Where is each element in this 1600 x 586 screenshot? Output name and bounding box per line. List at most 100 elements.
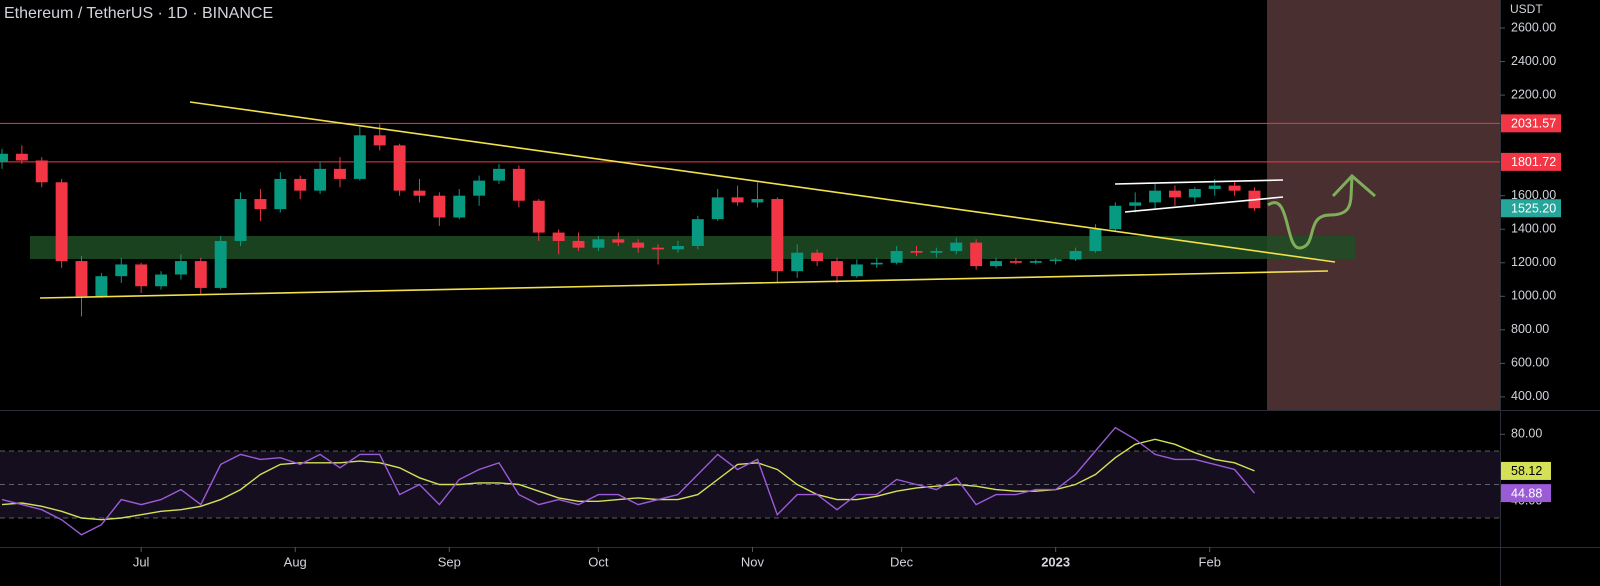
candle-body (174, 261, 187, 275)
candle-body (393, 145, 406, 191)
candle-body (1149, 190, 1162, 203)
candle-body (572, 240, 585, 248)
projection-arrowhead (1331, 173, 1376, 198)
candle-body (512, 168, 525, 201)
candle-body (970, 242, 983, 267)
candle-body (433, 195, 446, 218)
candle-body (473, 180, 486, 196)
x-tick-label: Jul (133, 554, 150, 569)
future-zone (1267, 0, 1500, 410)
x-tick-label: Feb (1199, 554, 1221, 569)
candle-body (1109, 205, 1122, 230)
candle-body (1029, 261, 1042, 263)
candle-body (75, 261, 88, 297)
channel-line (1114, 179, 1284, 185)
candle-body (55, 182, 68, 262)
candle-body (493, 168, 505, 181)
candle-body (791, 252, 804, 272)
candle-body (294, 178, 307, 191)
x-tick-label: Sep (438, 554, 461, 569)
candle-body (850, 264, 863, 277)
candle-body (214, 240, 227, 288)
y-tick-label: 1200.00 (1511, 255, 1556, 269)
candle-body (234, 199, 247, 241)
candle-body (1168, 190, 1181, 198)
x-tick-label: Nov (741, 554, 765, 569)
channel-line (1124, 196, 1284, 213)
trend-line (39, 270, 1329, 299)
y-tick-label: 1000.00 (1511, 289, 1556, 303)
chart-title: Ethereum / TetherUS · 1D · BINANCE (4, 5, 273, 22)
candle-body (95, 276, 108, 297)
y-tick-label: 80.00 (1511, 427, 1542, 441)
x-tick-label: Dec (890, 554, 914, 569)
candle-body (612, 239, 625, 243)
candle-body (592, 239, 605, 248)
rsi-line (1, 438, 1255, 521)
candle-body (155, 274, 167, 287)
y-tick-label: 2200.00 (1511, 87, 1556, 101)
trend-line (189, 101, 1336, 263)
candle-body (1228, 185, 1241, 191)
candle-body (691, 219, 704, 246)
y-tick-label: 1400.00 (1511, 222, 1556, 236)
candle-body (453, 195, 466, 218)
rsi-label-box (1501, 461, 1551, 480)
candle-body (333, 168, 346, 179)
candle-body (353, 135, 366, 179)
last-price-label: 1525.20 (1511, 202, 1556, 216)
y-tick-label: 2600.00 (1511, 20, 1556, 34)
projection-arrow (1267, 177, 1354, 250)
candle-body (632, 242, 645, 248)
price-label: 2031.57 (1511, 117, 1556, 131)
candle-body (194, 261, 207, 288)
candle-body (890, 251, 903, 263)
support-zone (30, 236, 1355, 259)
axis-unit: USDT (1510, 2, 1543, 16)
price-label-box (1501, 152, 1561, 171)
candle-body (15, 153, 28, 161)
candle-body (1009, 261, 1022, 263)
candle-body (1049, 259, 1062, 262)
candle-body (0, 153, 8, 163)
candle-body (1188, 188, 1201, 198)
y-tick-label: 400.00 (1511, 389, 1549, 403)
candle-body (314, 168, 327, 191)
candle-body (35, 160, 48, 183)
candle-body (652, 247, 665, 250)
x-tick-label: Aug (284, 554, 307, 569)
x-tick-label: Oct (588, 554, 609, 569)
rsi-label-box (1501, 484, 1551, 503)
x-tick-label: 2023 (1041, 554, 1070, 569)
candle-body (413, 190, 426, 196)
candle-body (671, 246, 684, 250)
price-label-box (1501, 114, 1561, 133)
candle-body (373, 135, 386, 146)
candle-body (274, 178, 287, 210)
candle-body (930, 251, 943, 253)
candle-body (532, 200, 545, 233)
candle-body (254, 199, 267, 210)
rsi-value-label: 58.12 (1511, 464, 1542, 478)
rsi-value-label: 44.88 (1511, 486, 1542, 500)
y-tick-label: 800.00 (1511, 322, 1549, 336)
candle-body (751, 199, 764, 203)
y-tick-label: 1600.00 (1511, 188, 1556, 202)
candle-body (711, 197, 724, 220)
candle-body (771, 199, 784, 272)
candle-body (990, 261, 1002, 267)
price-label: 1801.72 (1511, 155, 1556, 169)
candle-body (811, 252, 824, 262)
candle-body (135, 264, 148, 287)
candle-body (870, 262, 883, 265)
candle-body (731, 197, 744, 203)
rsi-line (1, 426, 1256, 536)
candle-body (552, 232, 565, 241)
candle-body (831, 261, 843, 277)
y-tick-label: 600.00 (1511, 356, 1549, 370)
candle-body (1069, 251, 1082, 260)
last-price-box (1501, 199, 1561, 218)
candle-body (1129, 202, 1142, 206)
candle-body (115, 264, 128, 277)
